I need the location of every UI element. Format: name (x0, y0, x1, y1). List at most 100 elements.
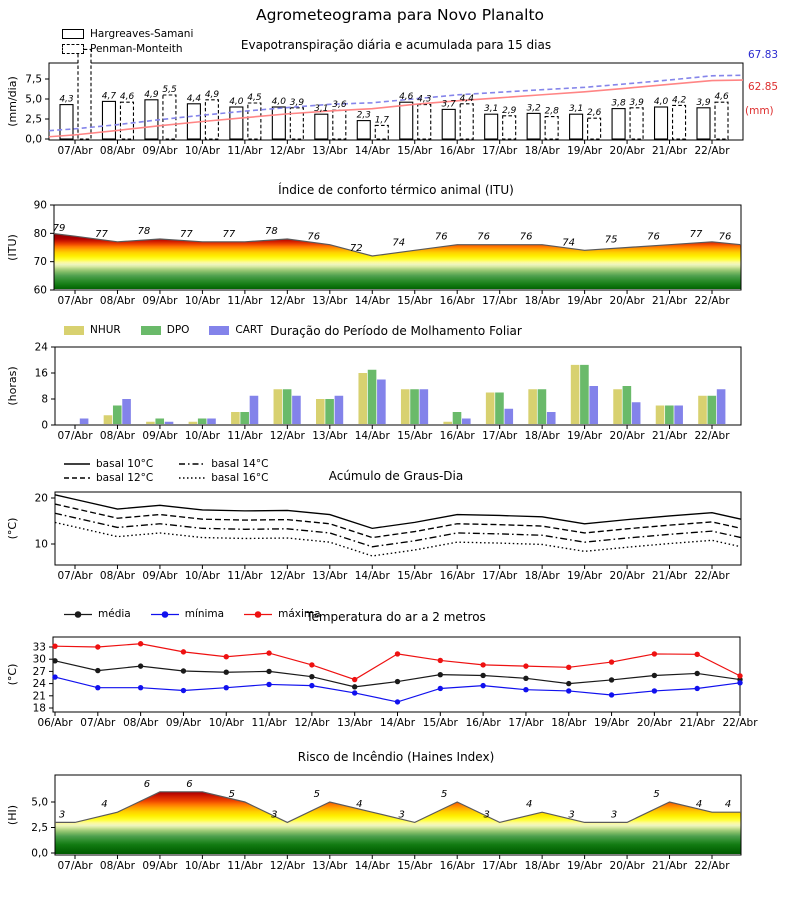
data-point (95, 644, 101, 650)
x-tick-label: 19/Abr (567, 430, 603, 442)
x-tick-label: 16/Abr (440, 295, 476, 307)
legend-label: basal 14°C (211, 458, 269, 470)
value-label: 4,6 (714, 92, 729, 102)
nhur-swatch-icon (64, 325, 84, 335)
x-tick-label: 14/Abr (355, 145, 391, 157)
x-tick-label: 09/Abr (142, 430, 178, 442)
value-label: 75 (605, 235, 618, 246)
wetness-legend: NHUR DPO CART (64, 324, 263, 336)
x-tick-label: 07/Abr (80, 717, 116, 729)
x-tick-label: 12/Abr (270, 860, 306, 872)
bar (77, 48, 92, 140)
grouped-bar (674, 405, 683, 424)
value-label: 4,3 (417, 95, 432, 105)
legend-label: NHUR (90, 324, 121, 336)
grouped-bar (622, 386, 632, 424)
grouped-bar (358, 373, 368, 424)
bar (119, 101, 135, 140)
degreedays-legend: basal 10°C basal 12°C basal 14°C basal 1… (64, 458, 268, 486)
value-label: 3 (483, 809, 489, 820)
value-label: 4,3 (59, 95, 74, 105)
grouped-bar (334, 395, 344, 424)
x-tick-label: 22/Abr (694, 570, 730, 582)
x-tick-label: 21/Abr (652, 295, 688, 307)
data-point (180, 687, 187, 694)
x-tick-label: 10/Abr (185, 860, 221, 872)
line-solid-icon (64, 463, 90, 465)
y-tick-label: 30 (33, 654, 46, 666)
x-tick-label: 15/Abr (397, 860, 433, 872)
y-tick-label: 27 (33, 666, 46, 678)
data-point (608, 659, 615, 665)
x-tick-label: 15/Abr (423, 717, 459, 729)
data-point (394, 699, 401, 705)
x-tick-label: 13/Abr (312, 430, 348, 442)
value-label: 76 (520, 232, 533, 243)
legend-item-maxima: máxima (244, 608, 321, 620)
x-tick-label: 06/Abr (37, 717, 73, 729)
bar (399, 101, 414, 140)
value-label: 1,7 (375, 115, 390, 125)
x-tick-label: 18/Abr (525, 295, 561, 307)
value-label: 3,1 (314, 104, 328, 114)
temperature-legend: média mínima máxima (64, 608, 321, 620)
grouped-bar (443, 421, 453, 424)
grouped-bar (112, 405, 122, 424)
x-tick-label: 12/Abr (270, 570, 306, 582)
data-point (480, 672, 486, 679)
legend-item-nhur: NHUR (64, 324, 121, 336)
data-point (608, 677, 615, 683)
series-line (54, 503, 742, 539)
grouped-bar (452, 412, 462, 424)
value-label: 77 (690, 229, 703, 240)
y-tick-label: 18 (33, 703, 46, 715)
grouped-bar (122, 399, 131, 424)
value-label: 77 (180, 229, 193, 240)
page-title: Agrometeograma para Novo Planalto (255, 6, 545, 24)
x-tick-label: 08/Abr (100, 295, 136, 307)
value-label: 3,8 (611, 99, 626, 109)
x-tick-label: 13/Abr (312, 145, 348, 157)
value-label: 3 (568, 809, 574, 820)
x-tick-label: 07/Abr (57, 145, 93, 157)
y-tick-label: 70 (34, 256, 47, 268)
x-tick-label: 17/Abr (482, 145, 518, 157)
data-point (180, 668, 187, 674)
value-label: 3,6 (332, 100, 347, 110)
x-tick-label: 16/Abr (440, 860, 476, 872)
x-tick-label: 10/Abr (185, 570, 221, 582)
legend-item-basal10: basal 10°C (64, 458, 153, 470)
bar (544, 116, 559, 140)
data-point (266, 650, 272, 656)
x-tick-label: 18/Abr (525, 570, 561, 582)
chart-area-1: 90 80 70 60 07/Abr 08/Abr 09/Abr 10/Abr 11/Abr 12… (6, 200, 742, 307)
x-tick-label: 09/Abr (142, 295, 178, 307)
bar (441, 108, 456, 140)
legend-column: basal 14°C basal 16°C (179, 458, 268, 486)
itu-title: Índice de conforto térmico animal (ITU) (278, 183, 514, 197)
data-point (694, 685, 700, 692)
x-tick-label: 11/Abr (252, 717, 288, 729)
data-point (651, 688, 658, 694)
y-axis-label: (°C) (6, 664, 19, 686)
x-tick-label: 18/Abr (525, 860, 561, 872)
grouped-bar (367, 369, 377, 424)
evapo-legend: Hargreaves-Samani Penman-Monteith (62, 28, 193, 58)
legend-label: Hargreaves-Samani (90, 28, 194, 40)
y-tick-label: 20 (35, 493, 48, 505)
value-label: 4,0 (229, 97, 244, 107)
y-tick-label: 7,5 (25, 74, 42, 86)
value-label: 2,3 (357, 111, 372, 121)
data-point (137, 641, 144, 647)
x-tick-label: 21/Abr (652, 145, 688, 157)
x-tick-label: 16/Abr (466, 717, 502, 729)
value-label: 4,0 (654, 97, 669, 107)
data-point (351, 690, 358, 696)
legend-item-basal14: basal 14°C (179, 458, 268, 470)
value-label: 3,9 (290, 98, 305, 108)
x-tick-label: 10/Abr (185, 295, 221, 307)
bar (162, 94, 177, 140)
x-tick-label: 22/Abr (694, 430, 730, 442)
grouped-bar (197, 418, 207, 424)
